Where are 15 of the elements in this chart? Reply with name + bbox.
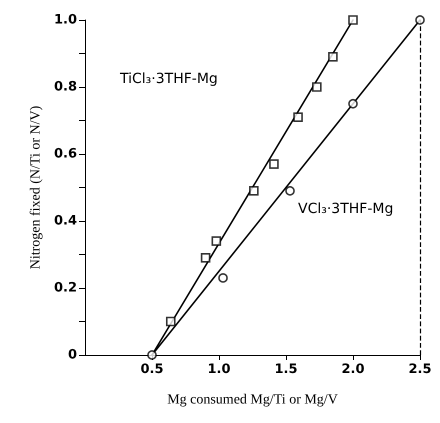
- y-tick-label: 0.4: [54, 214, 77, 228]
- y-tick-label: 0.2: [54, 280, 77, 296]
- y-tick-label: 0.6: [54, 146, 77, 162]
- annotation: TiCl₃·3THF-Mg: [119, 71, 218, 87]
- x-tick-label: 1.5: [274, 362, 298, 377]
- y-tick-label: 0: [68, 348, 77, 362]
- x-axis-title: Mg consumed Mg/Ti or Mg/V: [167, 392, 338, 408]
- x-tick-label: 0.5: [140, 362, 164, 377]
- x-tick-label: 1.0: [207, 362, 231, 377]
- x-tick-label: 2.5: [408, 362, 432, 377]
- annotation: VCl₃·3THF-Mg: [298, 201, 394, 217]
- x-tick-label: 2.0: [341, 362, 365, 377]
- y-axis-title: Nitrogen fixed (N/Ti or N/V): [28, 105, 44, 270]
- y-tick-label: 0.8: [54, 80, 77, 94]
- y-tick-label: 1.0: [54, 12, 77, 28]
